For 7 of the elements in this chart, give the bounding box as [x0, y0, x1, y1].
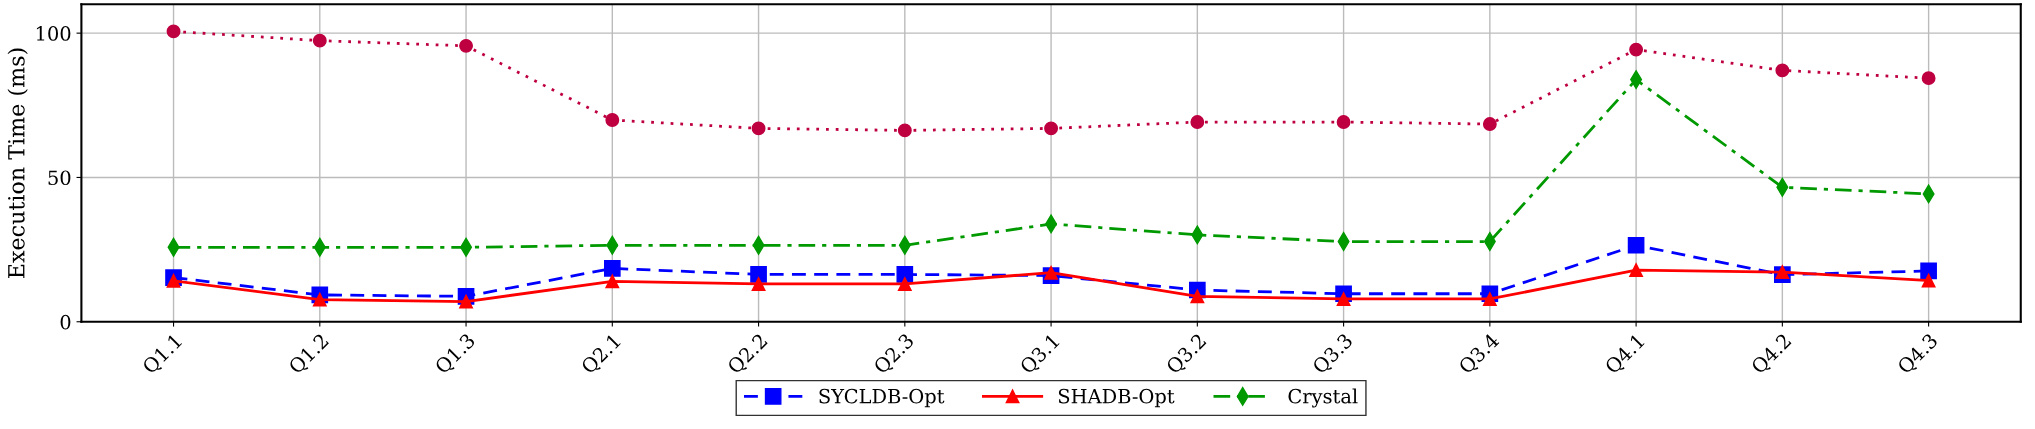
- y-tick-label: 50: [48, 170, 71, 186]
- legend-label: SYCLDB-Opt: [819, 388, 945, 408]
- y-tick-label: 100: [36, 26, 71, 41]
- y-tick-label: 0: [60, 314, 71, 330]
- y-axis-title: Execution Time (ms): [7, 48, 28, 279]
- legend-label: Crystal: [1288, 388, 1358, 408]
- legend-label: SHADB-Opt: [1058, 388, 1175, 408]
